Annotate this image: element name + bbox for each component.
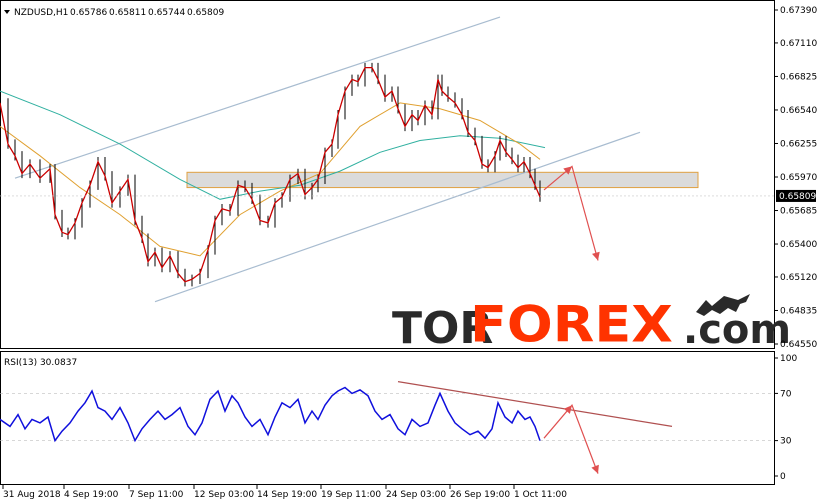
symbol-label: NZDUSD,H1	[14, 8, 68, 18]
price-plot	[0, 16, 774, 303]
price-axis-label: 0.67390	[780, 6, 817, 16]
time-axis-label: 31 Aug 2018	[3, 490, 61, 500]
price-axis-label: 0.67110	[780, 39, 817, 49]
forecast-arrow-rsi-mid-head	[563, 405, 572, 414]
rsi-axis-label: 70	[780, 389, 792, 399]
price-axis-label: 0.66825	[780, 72, 817, 82]
bull-bear-icon	[696, 294, 750, 316]
ma-fast-line	[0, 102, 541, 257]
support-zone	[186, 171, 699, 189]
ma-slow-line	[0, 90, 546, 200]
time-axis-label: 19 Sep 11:00	[321, 490, 381, 500]
watermark-dotcom: .com	[683, 307, 791, 353]
rsi-axis-label: 0	[780, 472, 786, 482]
high-value: 0.65811	[109, 8, 146, 18]
rsi-line	[0, 386, 541, 443]
open-value: 0.65786	[70, 8, 107, 18]
rsi-plot	[0, 381, 774, 474]
forecast-arrow-main	[543, 165, 599, 261]
chart-header: NZDUSD,H1 0.65786 0.65811 0.65744 0.6580…	[4, 8, 224, 18]
time-axis-label: 4 Sep 19:00	[64, 490, 119, 500]
forecast-arrow-rsi-head	[591, 464, 599, 474]
forecast-arrow-main-mid-head	[563, 166, 572, 175]
current-price-label: 0.65809	[779, 192, 816, 202]
rsi-axis: 100 70 30 0	[774, 354, 797, 482]
price-axis-label: 0.65120	[780, 273, 817, 283]
dropdown-triangle-icon	[4, 10, 10, 14]
watermark-forex: FOREX	[470, 296, 673, 353]
price-axis: 0.67390 0.67110 0.66825 0.66540 0.66255 0.659…	[774, 6, 817, 350]
channel-lower-line	[154, 131, 641, 303]
rsi-panel-frame	[0, 351, 775, 485]
rsi-header: RSI(13) 30.0837	[4, 358, 77, 368]
time-axis-label: 26 Sep 19:00	[450, 490, 510, 500]
low-value: 0.65744	[148, 8, 185, 18]
time-axis-label: 7 Sep 11:00	[129, 490, 184, 500]
price-line	[0, 66, 541, 283]
rsi-axis-label: 30	[780, 437, 792, 447]
rsi-axis-label: 100	[780, 354, 797, 364]
price-axis-label: 0.66255	[780, 139, 817, 149]
close-value: 0.65809	[187, 8, 224, 18]
time-axis-label: 14 Sep 19:00	[257, 490, 317, 500]
price-axis-label: 0.65685	[780, 207, 817, 217]
price-axis-label: 0.65970	[780, 173, 817, 183]
price-axis-label: 0.66540	[780, 106, 817, 116]
rsi-trendline	[397, 381, 673, 427]
price-axis-label: 0.64550	[780, 340, 817, 350]
watermark-logo: TOR FOREX .com	[392, 294, 791, 354]
time-axis: 31 Aug 2018 4 Sep 19:00 7 Sep 11:00 12 Sep …	[2, 485, 567, 500]
forecast-arrow-main-head	[592, 251, 600, 261]
current-price-badge	[776, 189, 816, 202]
price-axis-label: 0.65400	[780, 240, 817, 250]
watermark-tor: TOR	[392, 303, 493, 354]
price-axis-label: 0.64835	[780, 306, 817, 316]
time-axis-label: 1 Oct 11:00	[514, 490, 567, 500]
time-axis-label: 12 Sep 03:00	[194, 490, 254, 500]
time-axis-label: 24 Sep 03:00	[386, 490, 446, 500]
channel-upper-line	[14, 16, 501, 179]
